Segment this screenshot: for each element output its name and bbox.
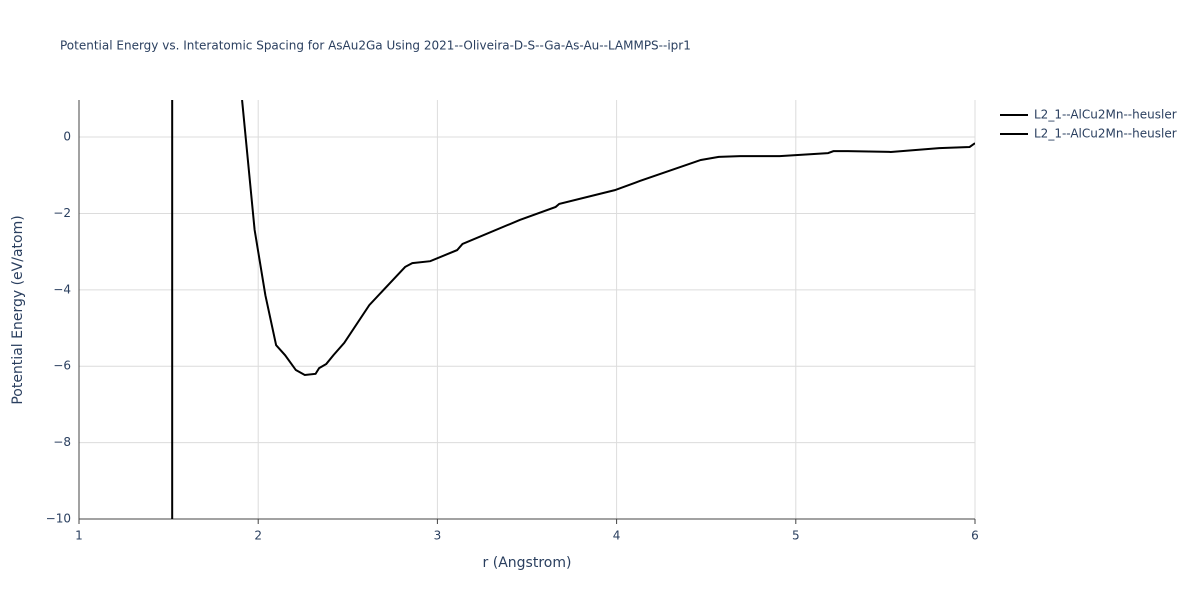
chart-title: Potential Energy vs. Interatomic Spacing… <box>60 39 691 53</box>
y-tick-label: −2 <box>53 206 71 220</box>
x-axis-label: r (Angstrom) <box>483 555 572 571</box>
x-tick-label: 3 <box>434 529 442 543</box>
legend-label: L2_1--AlCu2Mn--heusler <box>1034 108 1177 122</box>
x-tick-label: 2 <box>254 529 262 543</box>
data-line <box>241 100 975 377</box>
y-tick-label: −4 <box>53 282 71 296</box>
x-tick-label: 5 <box>792 529 800 543</box>
plot-area <box>171 100 975 519</box>
y-tick-label: −10 <box>46 512 71 526</box>
x-tick-label: 4 <box>613 529 621 543</box>
y-tick-label: 0 <box>63 130 71 144</box>
y-axis-label: Potential Energy (eV/atom) <box>10 215 26 404</box>
y-tick-label: −6 <box>53 359 71 373</box>
x-tick-label: 1 <box>75 529 83 543</box>
legend-label: L2_1--AlCu2Mn--heusler <box>1034 127 1177 141</box>
y-tick-label: −8 <box>53 435 71 449</box>
x-tick-label: 6 <box>971 529 979 543</box>
